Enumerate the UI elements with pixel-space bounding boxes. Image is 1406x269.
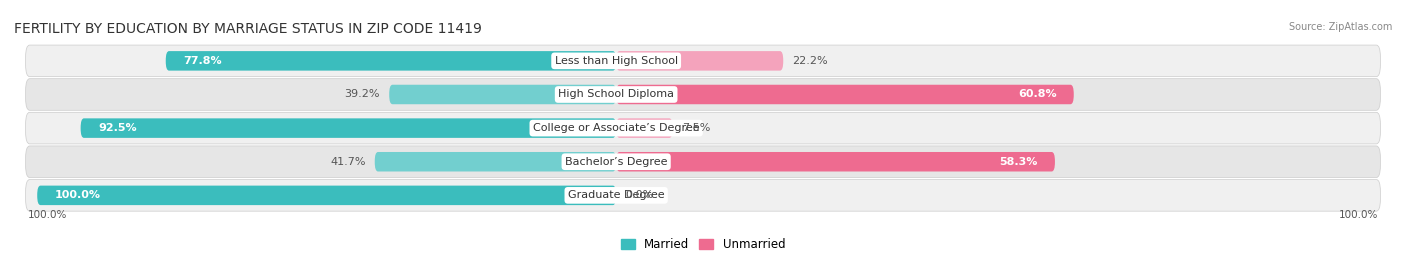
Text: 22.2%: 22.2%	[793, 56, 828, 66]
FancyBboxPatch shape	[616, 85, 1074, 104]
Text: 100.0%: 100.0%	[1339, 210, 1378, 220]
FancyBboxPatch shape	[375, 152, 616, 172]
Legend: Married, Unmarried: Married, Unmarried	[616, 234, 790, 256]
Text: Bachelor’s Degree: Bachelor’s Degree	[565, 157, 668, 167]
Text: 39.2%: 39.2%	[344, 90, 380, 100]
Text: 7.5%: 7.5%	[682, 123, 710, 133]
FancyBboxPatch shape	[25, 180, 1381, 211]
FancyBboxPatch shape	[37, 186, 616, 205]
FancyBboxPatch shape	[616, 118, 672, 138]
FancyBboxPatch shape	[25, 146, 1381, 178]
Text: 100.0%: 100.0%	[55, 190, 101, 200]
FancyBboxPatch shape	[25, 79, 1381, 110]
Text: FERTILITY BY EDUCATION BY MARRIAGE STATUS IN ZIP CODE 11419: FERTILITY BY EDUCATION BY MARRIAGE STATU…	[14, 22, 482, 36]
Text: Less than High School: Less than High School	[554, 56, 678, 66]
FancyBboxPatch shape	[616, 152, 1054, 172]
Text: 77.8%: 77.8%	[183, 56, 222, 66]
Text: Source: ZipAtlas.com: Source: ZipAtlas.com	[1288, 22, 1392, 31]
Text: 60.8%: 60.8%	[1018, 90, 1056, 100]
Text: 100.0%: 100.0%	[28, 210, 67, 220]
Text: 58.3%: 58.3%	[1000, 157, 1038, 167]
Text: College or Associate’s Degree: College or Associate’s Degree	[533, 123, 699, 133]
FancyBboxPatch shape	[25, 45, 1381, 77]
Text: Graduate Degree: Graduate Degree	[568, 190, 665, 200]
FancyBboxPatch shape	[166, 51, 616, 70]
Text: High School Diploma: High School Diploma	[558, 90, 673, 100]
Text: 92.5%: 92.5%	[98, 123, 136, 133]
FancyBboxPatch shape	[389, 85, 616, 104]
Text: 41.7%: 41.7%	[330, 157, 366, 167]
FancyBboxPatch shape	[25, 112, 1381, 144]
FancyBboxPatch shape	[616, 51, 783, 70]
FancyBboxPatch shape	[80, 118, 616, 138]
Text: 0.0%: 0.0%	[626, 190, 654, 200]
